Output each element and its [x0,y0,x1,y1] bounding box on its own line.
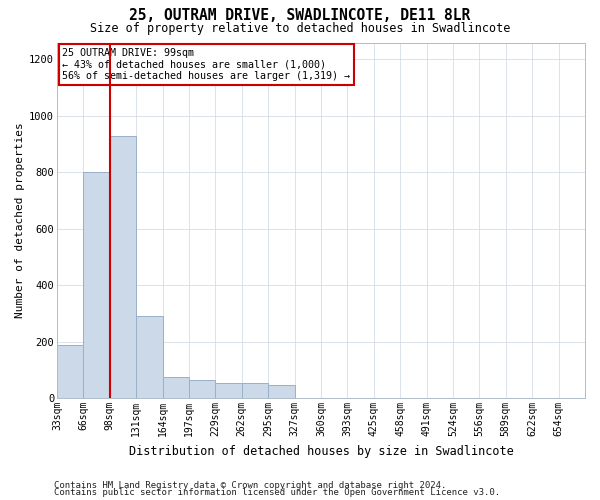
Bar [136,316,163,398]
Bar [57,344,83,398]
Bar [163,377,189,398]
Bar [110,136,136,398]
Bar [215,382,242,398]
Y-axis label: Number of detached properties: Number of detached properties [15,122,25,318]
X-axis label: Distribution of detached houses by size in Swadlincote: Distribution of detached houses by size … [128,444,514,458]
Text: Contains public sector information licensed under the Open Government Licence v3: Contains public sector information licen… [54,488,500,497]
Text: 25, OUTRAM DRIVE, SWADLINCOTE, DE11 8LR: 25, OUTRAM DRIVE, SWADLINCOTE, DE11 8LR [130,8,470,22]
Bar [242,382,268,398]
Bar [83,172,110,398]
Text: 25 OUTRAM DRIVE: 99sqm
← 43% of detached houses are smaller (1,000)
56% of semi-: 25 OUTRAM DRIVE: 99sqm ← 43% of detached… [62,48,350,81]
Bar [268,386,295,398]
Text: Contains HM Land Registry data © Crown copyright and database right 2024.: Contains HM Land Registry data © Crown c… [54,480,446,490]
Text: Size of property relative to detached houses in Swadlincote: Size of property relative to detached ho… [90,22,510,35]
Bar [189,380,215,398]
